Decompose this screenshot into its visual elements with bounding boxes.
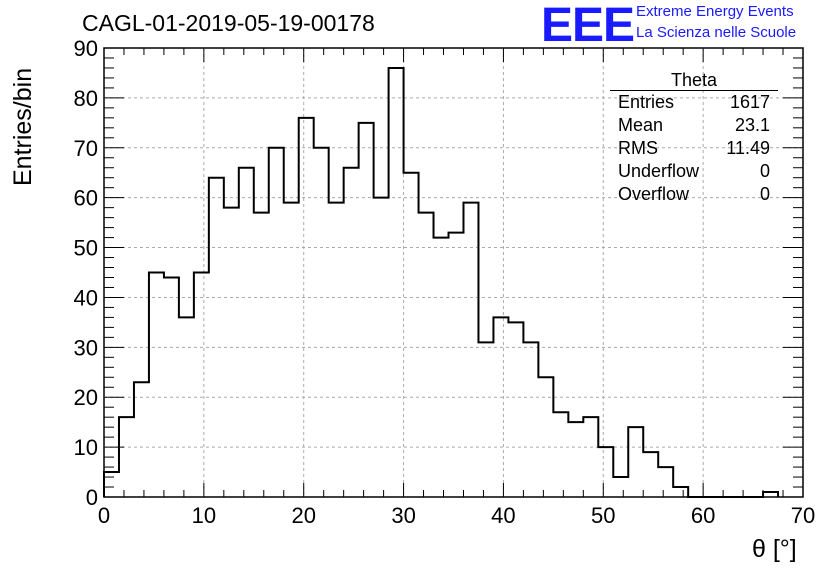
y-tick-label: 20 xyxy=(74,385,98,410)
eee-logo: EEE xyxy=(541,0,635,52)
axis-ticks xyxy=(103,47,804,498)
x-tick-label: 0 xyxy=(98,503,110,528)
y-tick-label: 10 xyxy=(74,435,98,460)
y-tick-label: 60 xyxy=(74,186,98,211)
tick-labels: 0 10 20 30 40 50 60 70 0 10 20 30 40 50 60 70 80 90 xyxy=(74,36,816,528)
logo-line-1: Extreme Energy Events xyxy=(636,3,794,20)
x-tick-label: 70 xyxy=(791,503,815,528)
y-tick-label: 0 xyxy=(86,485,98,510)
y-tick-label: 70 xyxy=(74,136,98,161)
stats-row-underflow: Underflow 0 xyxy=(610,160,778,183)
stats-row-overflow: Overflow 0 xyxy=(610,183,778,206)
chart-title: CAGL-01-2019-05-19-00178 xyxy=(82,10,375,36)
x-tick-label: 60 xyxy=(691,503,715,528)
stats-row-entries: Entries 1617 xyxy=(610,91,778,114)
y-axis-label: Entries/bin xyxy=(9,67,37,186)
stats-label: Mean xyxy=(618,115,664,135)
x-tick-label: 10 xyxy=(192,503,216,528)
y-tick-label: 40 xyxy=(74,285,98,310)
stats-value: 11.49 xyxy=(726,138,770,158)
stats-label: Overflow xyxy=(618,184,690,204)
stats-label: Entries xyxy=(618,92,675,112)
x-axis-label: θ [°] xyxy=(752,535,797,563)
stats-label: Underflow xyxy=(618,161,700,181)
x-tick-label: 50 xyxy=(591,503,615,528)
y-tick-label: 30 xyxy=(74,335,98,360)
plot-frame xyxy=(103,47,804,498)
stats-value: 23.1 xyxy=(734,115,770,135)
stats-label: RMS xyxy=(618,138,658,158)
logo-line-2: La Scienza nelle Scuole xyxy=(636,24,797,41)
stats-row-mean: Mean 23.1 xyxy=(610,114,778,137)
x-tick-label: 30 xyxy=(391,503,415,528)
y-tick-label: 50 xyxy=(74,236,98,261)
x-tick-label: 40 xyxy=(491,503,515,528)
stats-row-rms: RMS 11.49 xyxy=(610,137,778,160)
stats-box: Theta Entries 1617 Mean 23.1 RMS 11.49 U… xyxy=(610,70,778,206)
stats-value: 1617 xyxy=(729,92,770,112)
y-tick-label: 80 xyxy=(74,86,98,111)
y-tick-label: 90 xyxy=(74,36,98,61)
stats-value: 0 xyxy=(759,184,770,204)
x-tick-label: 20 xyxy=(291,503,315,528)
stats-value: 0 xyxy=(759,161,770,181)
stats-title: Theta xyxy=(610,70,778,91)
histogram-outline xyxy=(103,66,780,498)
grid-lines xyxy=(104,48,803,497)
